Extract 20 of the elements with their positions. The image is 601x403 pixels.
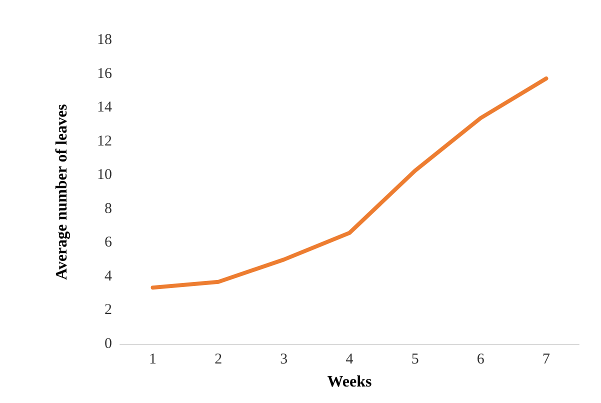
x-tick-label: 2 [214, 352, 222, 368]
line-series [150, 76, 548, 290]
y-tick-label: 16 [97, 66, 112, 82]
x-tick-label: 3 [280, 352, 288, 368]
y-tick-label: 8 [104, 200, 112, 217]
x-tick-label: 7 [542, 352, 550, 368]
y-tick-label: 18 [97, 32, 112, 48]
y-tick-label: 14 [97, 100, 112, 116]
y-tick-label: 12 [97, 133, 112, 150]
y-tick-label: 0 [104, 336, 112, 352]
x-tick-label: 6 [476, 352, 485, 368]
y-axis-title: Average number of leaves [54, 104, 70, 280]
x-tick-label: 1 [149, 352, 157, 368]
y-tick-label: 2 [104, 302, 112, 318]
x-tick-label: 4 [346, 352, 354, 368]
x-tick-label: 5 [411, 352, 419, 368]
y-tick-label: 6 [104, 234, 112, 251]
y-tick-label: 10 [97, 167, 112, 184]
x-axis-title: Weeks [327, 374, 372, 390]
y-tick-label: 4 [104, 268, 112, 284]
